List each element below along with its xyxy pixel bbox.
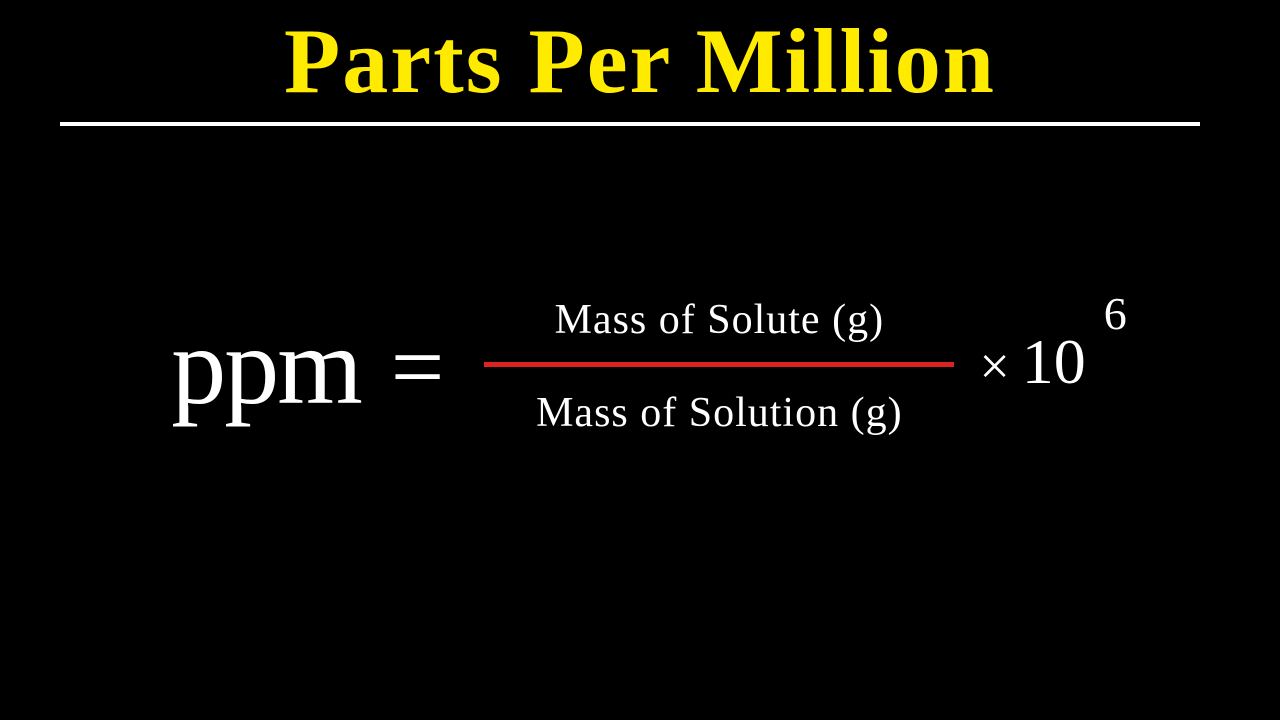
fraction: Mass of Solute (g) Mass of Solution (g) <box>484 296 954 437</box>
times-symbol: × <box>979 335 1009 397</box>
numerator: Mass of Solute (g) <box>555 296 884 344</box>
denominator: Mass of Solution (g) <box>536 389 903 437</box>
base-ten: 10 <box>1022 325 1086 399</box>
equals-sign: = <box>391 312 445 422</box>
slide-title: Parts Per Million <box>0 0 1280 114</box>
fraction-bar <box>484 362 954 367</box>
title-underline <box>60 122 1200 126</box>
formula-lhs: ppm <box>171 303 361 430</box>
exponent: 6 <box>1104 287 1127 340</box>
multiplier: × 10 6 <box>979 325 1108 399</box>
formula-container: ppm = Mass of Solute (g) Mass of Solutio… <box>0 296 1280 437</box>
